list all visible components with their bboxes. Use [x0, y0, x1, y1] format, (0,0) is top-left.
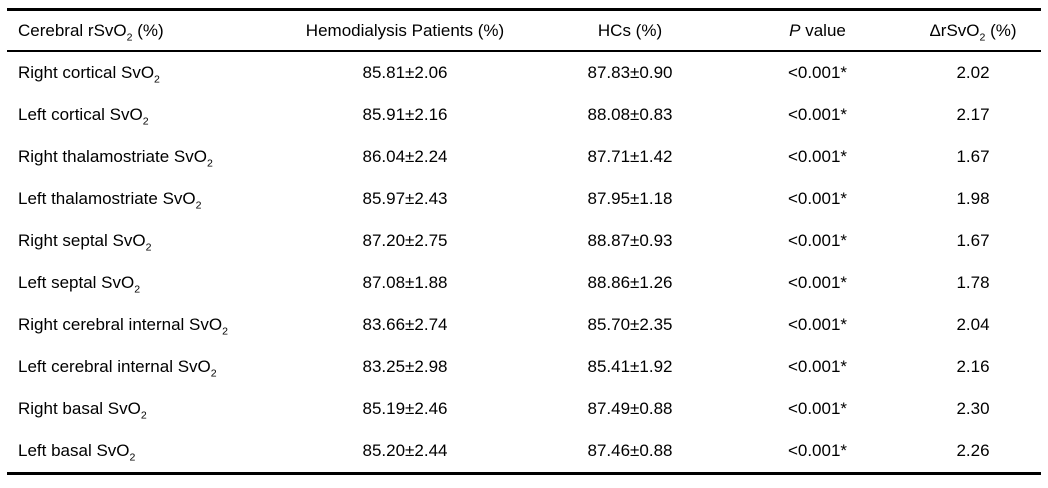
table-row: Right cerebral internal SvO2 83.66±2.74 85… — [7, 304, 1041, 346]
cell-hemodialysis-value: 85.20±2.44 — [362, 441, 448, 460]
region-label-text: Right thalamostriate SvO — [18, 147, 207, 166]
table-header: Cerebral rSvO2 (%) Hemodialysis Patients… — [7, 10, 1041, 52]
cell-hcs-value: 88.08±0.83 — [587, 105, 673, 124]
cell-region-label: Right septal SvO2 — [7, 220, 280, 262]
cell-hcs-value: 87.46±0.88 — [587, 441, 673, 460]
cell-hcs-value: 87.83±0.90 — [587, 63, 673, 82]
region-label-subscript: 2 — [134, 283, 141, 296]
table-row: Right thalamostriate SvO2 86.04±2.24 87.71… — [7, 136, 1041, 178]
cell-hemodialysis-value: 83.25±2.98 — [362, 357, 448, 376]
paper-table-page: Cerebral rSvO2 (%) Hemodialysis Patients… — [7, 8, 1041, 475]
header-delta-rsvo2-text: ΔrSvO — [929, 20, 980, 40]
region-label-text: Left septal SvO — [18, 273, 135, 292]
header-delta-rsvo2-suffix: (%) — [985, 20, 1017, 40]
region-label-text: Left cerebral internal SvO — [18, 357, 211, 376]
cell-hcs-value: 87.71±1.42 — [587, 147, 673, 166]
cell-p-value: <0.001* — [787, 231, 848, 250]
cell-p-value: <0.001* — [787, 273, 848, 292]
cell-hemodialysis-value: 86.04±2.24 — [362, 147, 448, 166]
cell-delta-value: 1.67 — [956, 231, 990, 250]
table-row: Right septal SvO2 87.20±2.75 88.87±0.93 <0.… — [7, 220, 1041, 262]
cell-p-value: <0.001* — [787, 357, 848, 376]
region-label-subscript: 2 — [206, 157, 213, 170]
header-p-value: P value — [730, 10, 905, 52]
table-row: Left thalamostriate SvO2 85.97±2.43 87.95±… — [7, 178, 1041, 220]
cell-hemodialysis-value: 85.81±2.06 — [362, 63, 448, 82]
cell-delta-value: 2.04 — [956, 315, 990, 334]
cell-region-label: Left thalamostriate SvO2 — [7, 178, 280, 220]
cell-hemodialysis-value: 87.08±1.88 — [362, 273, 448, 292]
header-hcs: HCs (%) — [597, 20, 663, 40]
region-label-subscript: 2 — [140, 409, 147, 422]
cell-hemodialysis-value: 87.20±2.75 — [362, 231, 448, 250]
cell-region-label: Right thalamostriate SvO2 — [7, 136, 280, 178]
cell-region-label: Right cerebral internal SvO2 — [7, 304, 280, 346]
header-cerebral-rsvo2-text: Cerebral rSvO — [18, 20, 127, 40]
header-delta-rsvo2: ΔrSvO2 (%) — [905, 10, 1041, 52]
cell-hcs-value: 88.87±0.93 — [587, 231, 673, 250]
table-row: Left basal SvO2 85.20±2.44 87.46±0.88 <0.00… — [7, 430, 1041, 474]
header-cerebral-rsvo2-subscript: 2 — [126, 30, 133, 43]
cell-p-value: <0.001* — [787, 105, 848, 124]
region-label-subscript: 2 — [154, 73, 160, 86]
table-row: Left cortical SvO2 85.91±2.16 88.08±0.83 <0… — [7, 94, 1041, 136]
cell-region-label: Left cerebral internal SvO2 — [7, 346, 280, 388]
region-label-subscript: 2 — [210, 367, 217, 380]
cell-region-label: Left basal SvO2 — [7, 430, 280, 474]
cell-delta-value: 1.78 — [956, 273, 990, 292]
region-label-text: Left cortical SvO — [18, 105, 143, 124]
cell-delta-value: 1.98 — [956, 189, 990, 208]
cell-hcs-value: 85.41±1.92 — [587, 357, 673, 376]
header-p-rest: value — [800, 20, 846, 40]
cell-region-label: Left cortical SvO2 — [7, 94, 280, 136]
cell-region-label: Left septal SvO2 — [7, 262, 280, 304]
cell-delta-value: 2.16 — [956, 357, 990, 376]
cell-hemodialysis-value: 85.19±2.46 — [362, 399, 448, 418]
table-row: Right cortical SvO2 85.81±2.06 87.83±0.90 <… — [7, 51, 1041, 94]
region-label-text: Right septal SvO — [18, 231, 146, 250]
cell-hemodialysis-value: 83.66±2.74 — [362, 315, 448, 334]
header-hemodialysis-patients: Hemodialysis Patients (%) — [305, 20, 505, 40]
cell-hcs-value: 88.86±1.26 — [587, 273, 673, 292]
cell-region-label: Right basal SvO2 — [7, 388, 280, 430]
cell-p-value: <0.001* — [787, 63, 848, 82]
region-label-text: Right cerebral internal SvO — [18, 315, 223, 334]
table-row: Left septal SvO2 87.08±1.88 88.86±1.26 <0.0… — [7, 262, 1041, 304]
cell-p-value: <0.001* — [787, 147, 848, 166]
cell-region-label: Right cortical SvO2 — [7, 51, 280, 94]
table-row: Left cerebral internal SvO2 83.25±2.98 85.… — [7, 346, 1041, 388]
cell-delta-value: 2.02 — [956, 63, 990, 82]
header-p-italic: P — [789, 20, 801, 40]
cell-hcs-value: 87.49±0.88 — [587, 399, 673, 418]
header-cerebral-rsvo2-suffix: (%) — [132, 20, 164, 40]
cell-hcs-value: 87.95±1.18 — [587, 189, 673, 208]
header-row: Cerebral rSvO2 (%) Hemodialysis Patients… — [7, 10, 1041, 52]
cell-hcs-value: 85.70±2.35 — [587, 315, 673, 334]
cell-p-value: <0.001* — [787, 441, 848, 460]
cell-hemodialysis-value: 85.97±2.43 — [362, 189, 448, 208]
header-delta-rsvo2-subscript: 2 — [979, 30, 986, 43]
cell-delta-value: 2.17 — [956, 105, 990, 124]
region-label-text: Left basal SvO — [18, 441, 130, 460]
cell-p-value: <0.001* — [787, 315, 848, 334]
region-label-text: Right basal SvO — [18, 399, 141, 418]
cell-hemodialysis-value: 85.91±2.16 — [362, 105, 448, 124]
table-row: Right basal SvO2 85.19±2.46 87.49±0.88 <0.0… — [7, 388, 1041, 430]
table-body: Right cortical SvO2 85.81±2.06 87.83±0.90 <… — [7, 51, 1041, 474]
rsvo2-comparison-table: Cerebral rSvO2 (%) Hemodialysis Patients… — [7, 8, 1041, 475]
header-cerebral-rsvo2: Cerebral rSvO2 (%) — [7, 10, 280, 52]
region-label-subscript: 2 — [142, 115, 149, 128]
cell-delta-value: 2.26 — [956, 441, 990, 460]
region-label-subscript: 2 — [222, 325, 228, 338]
region-label-subscript: 2 — [145, 241, 152, 254]
region-label-text: Right cortical SvO — [18, 63, 155, 82]
cell-delta-value: 1.67 — [956, 147, 990, 166]
region-label-text: Left thalamostriate SvO — [18, 189, 196, 208]
cell-delta-value: 2.30 — [956, 399, 990, 418]
cell-p-value: <0.001* — [787, 399, 848, 418]
region-label-subscript: 2 — [129, 451, 136, 464]
cell-p-value: <0.001* — [787, 189, 848, 208]
region-label-subscript: 2 — [195, 199, 202, 212]
